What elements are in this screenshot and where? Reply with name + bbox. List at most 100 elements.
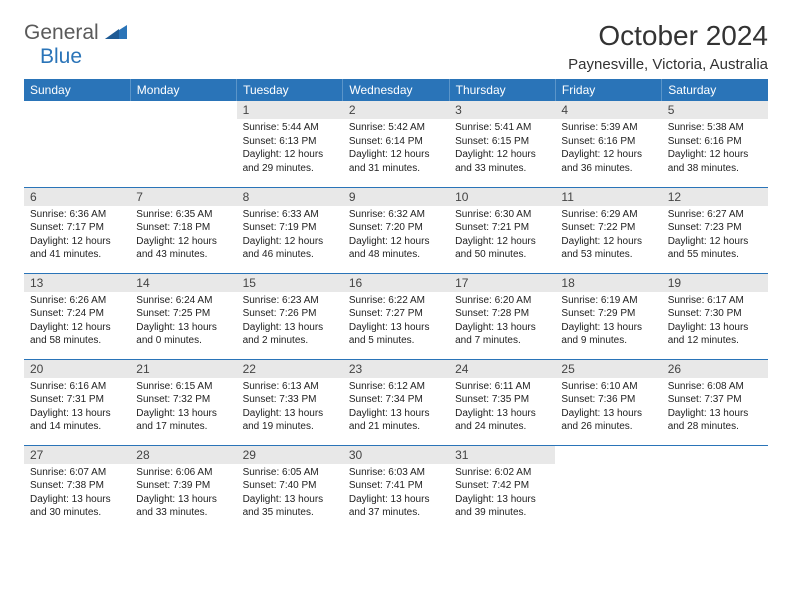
day-content: Sunrise: 6:08 AMSunset: 7:37 PMDaylight:…	[662, 378, 768, 438]
day-dl1: Daylight: 13 hours	[455, 407, 549, 421]
day-rise: Sunrise: 6:19 AM	[561, 294, 655, 308]
day-set: Sunset: 6:15 PM	[455, 135, 549, 149]
day-content: Sunrise: 6:07 AMSunset: 7:38 PMDaylight:…	[24, 464, 130, 524]
day-dl1: Daylight: 13 hours	[136, 493, 230, 507]
calendar-week-row: 27Sunrise: 6:07 AMSunset: 7:38 PMDayligh…	[24, 445, 768, 531]
day-dl2: and 38 minutes.	[668, 162, 762, 176]
day-dl2: and 53 minutes.	[561, 248, 655, 262]
day-number: 18	[555, 274, 661, 292]
day-rise: Sunrise: 6:36 AM	[30, 208, 124, 222]
day-dl2: and 41 minutes.	[30, 248, 124, 262]
day-content: Sunrise: 6:30 AMSunset: 7:21 PMDaylight:…	[449, 206, 555, 266]
day-set: Sunset: 7:22 PM	[561, 221, 655, 235]
day-set: Sunset: 7:32 PM	[136, 393, 230, 407]
day-rise: Sunrise: 6:11 AM	[455, 380, 549, 394]
day-set: Sunset: 6:16 PM	[668, 135, 762, 149]
day-set: Sunset: 7:25 PM	[136, 307, 230, 321]
day-set: Sunset: 7:23 PM	[668, 221, 762, 235]
day-set: Sunset: 6:14 PM	[349, 135, 443, 149]
day-number: 19	[662, 274, 768, 292]
calendar-day-cell: 2Sunrise: 5:42 AMSunset: 6:14 PMDaylight…	[343, 101, 449, 187]
day-set: Sunset: 7:26 PM	[243, 307, 337, 321]
day-dl1: Daylight: 12 hours	[136, 235, 230, 249]
month-title: October 2024	[568, 20, 768, 52]
calendar-day-cell: 18Sunrise: 6:19 AMSunset: 7:29 PMDayligh…	[555, 273, 661, 359]
day-dl1: Daylight: 13 hours	[30, 493, 124, 507]
day-dl2: and 21 minutes.	[349, 420, 443, 434]
calendar-day-cell: 14Sunrise: 6:24 AMSunset: 7:25 PMDayligh…	[130, 273, 236, 359]
day-number: 20	[24, 360, 130, 378]
calendar-day-cell: 28Sunrise: 6:06 AMSunset: 7:39 PMDayligh…	[130, 445, 236, 531]
day-rise: Sunrise: 6:20 AM	[455, 294, 549, 308]
day-rise: Sunrise: 5:39 AM	[561, 121, 655, 135]
day-rise: Sunrise: 6:26 AM	[30, 294, 124, 308]
day-dl1: Daylight: 12 hours	[561, 148, 655, 162]
day-set: Sunset: 7:39 PM	[136, 479, 230, 493]
calendar-page: General Blue October 2024 Paynesville, V…	[0, 0, 792, 551]
day-set: Sunset: 7:20 PM	[349, 221, 443, 235]
day-set: Sunset: 6:13 PM	[243, 135, 337, 149]
day-content: Sunrise: 5:44 AMSunset: 6:13 PMDaylight:…	[237, 119, 343, 179]
calendar-day-cell: 30Sunrise: 6:03 AMSunset: 7:41 PMDayligh…	[343, 445, 449, 531]
weekday-header: Monday	[130, 79, 236, 101]
day-set: Sunset: 7:33 PM	[243, 393, 337, 407]
day-content: Sunrise: 6:16 AMSunset: 7:31 PMDaylight:…	[24, 378, 130, 438]
day-number: 25	[555, 360, 661, 378]
calendar-day-cell: 6Sunrise: 6:36 AMSunset: 7:17 PMDaylight…	[24, 187, 130, 273]
day-dl1: Daylight: 13 hours	[30, 407, 124, 421]
day-rise: Sunrise: 6:33 AM	[243, 208, 337, 222]
weekday-header: Wednesday	[343, 79, 449, 101]
day-number: 26	[662, 360, 768, 378]
day-number: 2	[343, 101, 449, 119]
day-number: 22	[237, 360, 343, 378]
day-dl1: Daylight: 12 hours	[349, 148, 443, 162]
day-set: Sunset: 7:34 PM	[349, 393, 443, 407]
day-dl2: and 39 minutes.	[455, 506, 549, 520]
day-dl1: Daylight: 13 hours	[668, 407, 762, 421]
day-rise: Sunrise: 6:32 AM	[349, 208, 443, 222]
day-content: Sunrise: 6:19 AMSunset: 7:29 PMDaylight:…	[555, 292, 661, 352]
day-dl2: and 9 minutes.	[561, 334, 655, 348]
day-number: 27	[24, 446, 130, 464]
day-dl2: and 14 minutes.	[30, 420, 124, 434]
logo-text-general: General	[24, 21, 99, 44]
day-number: 1	[237, 101, 343, 119]
day-content: Sunrise: 5:39 AMSunset: 6:16 PMDaylight:…	[555, 119, 661, 179]
day-dl2: and 7 minutes.	[455, 334, 549, 348]
day-rise: Sunrise: 6:12 AM	[349, 380, 443, 394]
day-rise: Sunrise: 6:27 AM	[668, 208, 762, 222]
day-dl1: Daylight: 13 hours	[243, 493, 337, 507]
day-dl1: Daylight: 13 hours	[561, 407, 655, 421]
calendar-day-cell: 23Sunrise: 6:12 AMSunset: 7:34 PMDayligh…	[343, 359, 449, 445]
day-dl2: and 24 minutes.	[455, 420, 549, 434]
day-content: Sunrise: 5:41 AMSunset: 6:15 PMDaylight:…	[449, 119, 555, 179]
day-dl1: Daylight: 12 hours	[561, 235, 655, 249]
calendar-day-cell: 8Sunrise: 6:33 AMSunset: 7:19 PMDaylight…	[237, 187, 343, 273]
day-dl2: and 5 minutes.	[349, 334, 443, 348]
day-rise: Sunrise: 6:17 AM	[668, 294, 762, 308]
day-content: Sunrise: 6:05 AMSunset: 7:40 PMDaylight:…	[237, 464, 343, 524]
day-rise: Sunrise: 5:41 AM	[455, 121, 549, 135]
calendar-day-cell: 9Sunrise: 6:32 AMSunset: 7:20 PMDaylight…	[343, 187, 449, 273]
day-number: 8	[237, 188, 343, 206]
day-rise: Sunrise: 6:08 AM	[668, 380, 762, 394]
header: General Blue October 2024 Paynesville, V…	[24, 20, 768, 73]
day-set: Sunset: 7:37 PM	[668, 393, 762, 407]
logo: General Blue	[24, 20, 127, 69]
calendar-day-cell: 22Sunrise: 6:13 AMSunset: 7:33 PMDayligh…	[237, 359, 343, 445]
day-set: Sunset: 7:24 PM	[30, 307, 124, 321]
day-number: 4	[555, 101, 661, 119]
day-dl1: Daylight: 13 hours	[668, 321, 762, 335]
calendar-table: Sunday Monday Tuesday Wednesday Thursday…	[24, 79, 768, 531]
day-dl2: and 33 minutes.	[136, 506, 230, 520]
day-content: Sunrise: 6:20 AMSunset: 7:28 PMDaylight:…	[449, 292, 555, 352]
day-dl1: Daylight: 12 hours	[349, 235, 443, 249]
day-rise: Sunrise: 6:24 AM	[136, 294, 230, 308]
day-content: Sunrise: 6:27 AMSunset: 7:23 PMDaylight:…	[662, 206, 768, 266]
weekday-header-row: Sunday Monday Tuesday Wednesday Thursday…	[24, 79, 768, 101]
day-number: 29	[237, 446, 343, 464]
calendar-day-cell: 16Sunrise: 6:22 AMSunset: 7:27 PMDayligh…	[343, 273, 449, 359]
calendar-day-cell	[130, 101, 236, 187]
day-number: 7	[130, 188, 236, 206]
day-dl2: and 30 minutes.	[30, 506, 124, 520]
